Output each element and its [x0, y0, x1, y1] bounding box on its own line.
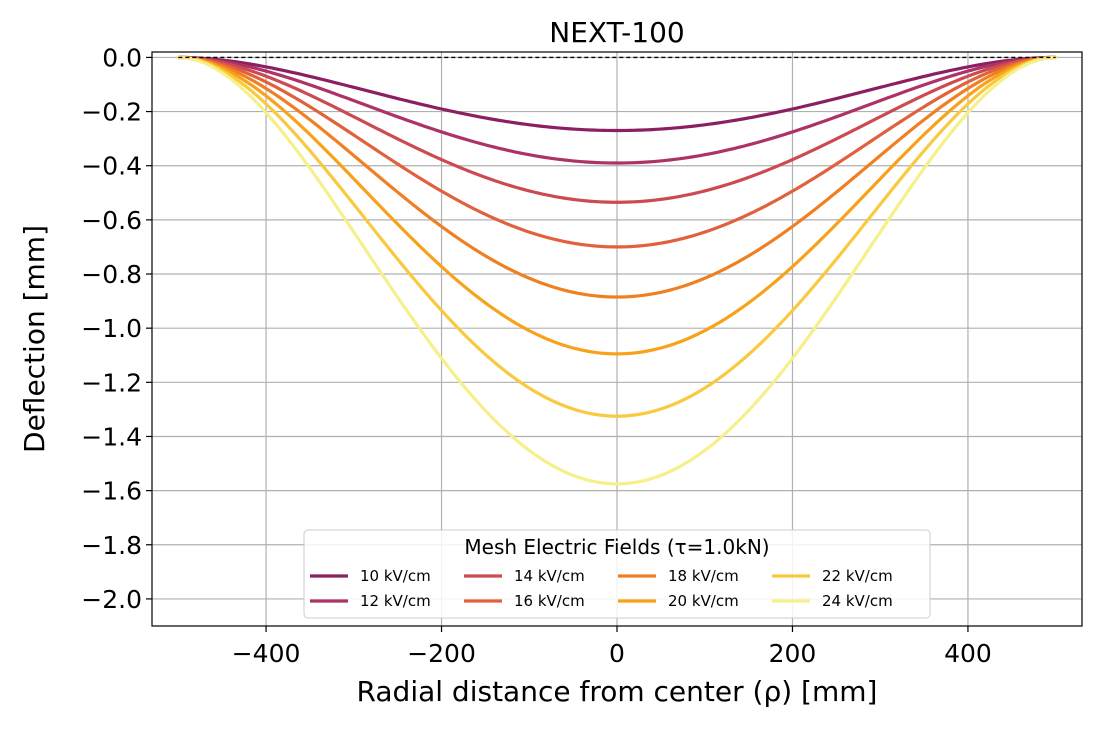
- legend-label: 14 kV/cm: [514, 567, 585, 585]
- legend-items: 10 kV/cm 12 kV/cm 14 kV/cm 16 kV/cm 18 kV/cm…: [310, 567, 893, 610]
- series-line: [176, 55, 1058, 299]
- y-tick-label: −0.2: [81, 98, 142, 127]
- legend-label: 24 kV/cm: [822, 592, 893, 610]
- legend-label: 20 kV/cm: [668, 592, 739, 610]
- legend-label: 12 kV/cm: [360, 592, 431, 610]
- series-lines: [176, 55, 1058, 486]
- x-tick-label: 200: [769, 639, 817, 668]
- y-tick-label: −1.2: [81, 368, 142, 397]
- y-tick-label: 0.0: [102, 43, 142, 72]
- y-axis-label: Deflection [mm]: [18, 225, 51, 453]
- y-tick-label: −1.4: [81, 422, 142, 451]
- x-tick-label: −200: [407, 639, 476, 668]
- x-axis-label: Radial distance from center (ρ) [mm]: [357, 675, 878, 708]
- y-tick-label: −0.8: [81, 260, 142, 289]
- x-tick-label: 0: [609, 639, 625, 668]
- y-axis-ticks: 0.0 −0.2 −0.4 −0.6 −0.8 −1.0 −1.2 −1.4 −1.6 −1.8 −…: [81, 43, 152, 614]
- x-tick-label: −400: [232, 639, 301, 668]
- legend: Mesh Electric Fields (τ=1.0kN) 10 kV/cm1…: [303, 529, 931, 619]
- legend-label: 16 kV/cm: [514, 592, 585, 610]
- legend-label: 22 kV/cm: [822, 567, 893, 585]
- series-line: [176, 55, 1058, 204]
- y-tick-label: −0.4: [81, 152, 142, 181]
- legend-box: [303, 529, 931, 619]
- legend-label: 10 kV/cm: [360, 567, 431, 585]
- series-line: [176, 55, 1058, 133]
- series-line: [176, 55, 1058, 486]
- series-line: [176, 55, 1058, 165]
- y-tick-label: −2.0: [81, 585, 142, 614]
- x-tick-label: 400: [944, 639, 992, 668]
- series-line: [176, 55, 1058, 249]
- legend-label: 18 kV/cm: [668, 567, 739, 585]
- y-tick-label: −1.0: [81, 314, 142, 343]
- series-line: [176, 55, 1058, 418]
- y-tick-label: −0.6: [81, 206, 142, 235]
- x-axis-ticks: −400 −200 0 200 400: [232, 626, 992, 668]
- y-tick-label: −1.8: [81, 531, 142, 560]
- legend-title: Mesh Electric Fields (τ=1.0kN): [464, 535, 769, 559]
- series-line: [176, 55, 1058, 356]
- chart-title: NEXT-100: [549, 16, 684, 49]
- y-tick-label: −1.6: [81, 477, 142, 506]
